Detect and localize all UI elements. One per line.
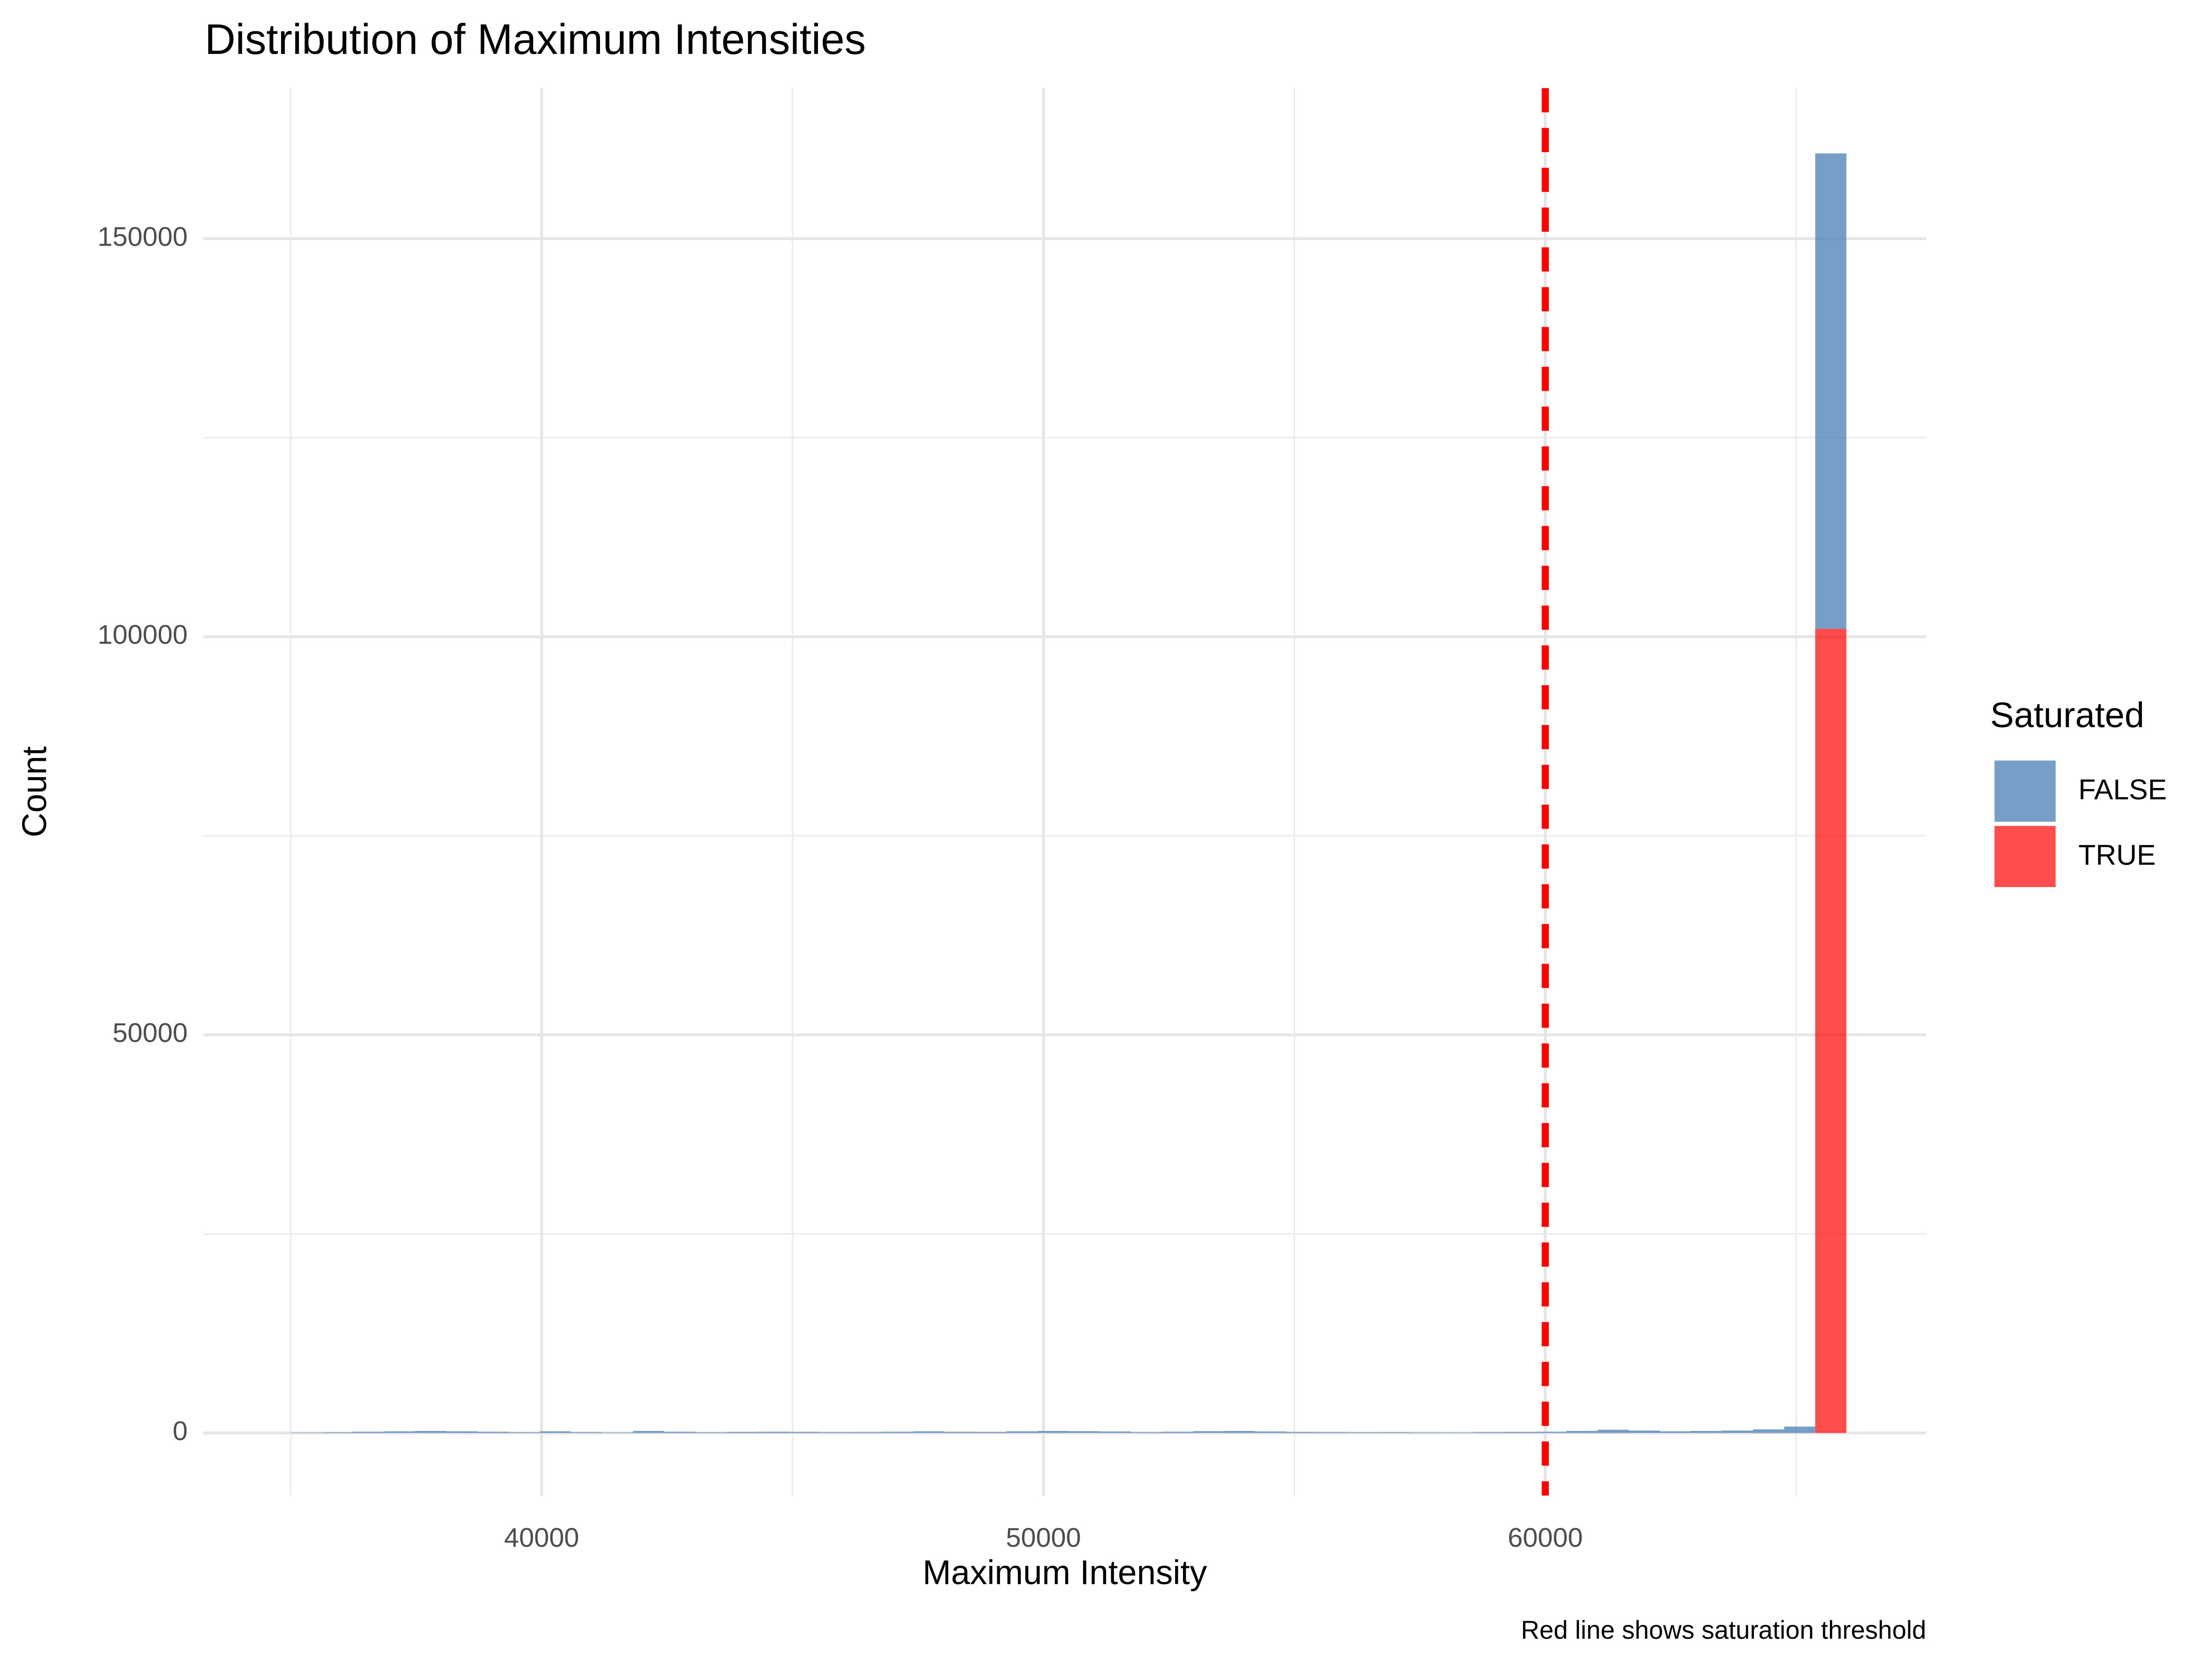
bar <box>944 1432 976 1433</box>
bar <box>1006 1431 1038 1433</box>
bar <box>353 1431 384 1433</box>
bar <box>384 1431 415 1433</box>
bar <box>1566 1431 1598 1433</box>
bar <box>1286 1432 1318 1433</box>
bar <box>1068 1431 1100 1433</box>
bar <box>695 1432 727 1433</box>
bar <box>1317 1432 1349 1433</box>
bar <box>446 1431 477 1433</box>
bar <box>508 1432 540 1433</box>
bar <box>819 1432 851 1433</box>
x-tick-label: 60000 <box>1508 1523 1583 1553</box>
bar <box>1162 1431 1193 1433</box>
bar <box>1753 1429 1784 1433</box>
bar <box>1224 1431 1255 1433</box>
bar <box>1130 1432 1162 1433</box>
y-tick-label: 100000 <box>98 620 188 650</box>
bar <box>1379 1432 1411 1433</box>
bar <box>913 1431 944 1433</box>
bar <box>882 1431 913 1433</box>
bar <box>1628 1430 1660 1433</box>
bar <box>571 1432 602 1433</box>
bar <box>1037 1431 1069 1433</box>
bar <box>1441 1432 1473 1433</box>
bar <box>1535 1431 1566 1433</box>
bar <box>1411 1432 1442 1433</box>
bar <box>757 1431 789 1433</box>
bar <box>539 1431 571 1433</box>
bar <box>1100 1431 1131 1433</box>
legend-title: Saturated <box>1990 695 2144 735</box>
bar <box>1504 1432 1535 1433</box>
chart-title: Distribution of Maximum Intensities <box>205 15 866 63</box>
y-tick-label: 150000 <box>98 222 188 252</box>
bar <box>1255 1431 1287 1433</box>
legend-key <box>1994 760 2056 822</box>
bar <box>1784 1426 1816 1433</box>
bar <box>1815 629 1847 1433</box>
legend-key <box>1994 826 2056 887</box>
bar <box>664 1431 695 1433</box>
bar <box>851 1432 882 1433</box>
legend-label: TRUE <box>2078 839 2156 871</box>
bar <box>1348 1432 1380 1433</box>
bar <box>633 1431 665 1433</box>
x-tick-label: 50000 <box>1006 1523 1081 1553</box>
bar <box>975 1432 1006 1433</box>
bar <box>1722 1430 1753 1433</box>
bar <box>1473 1432 1504 1433</box>
bar <box>1659 1431 1691 1433</box>
bar <box>726 1432 758 1433</box>
y-axis-title: Count <box>15 746 53 837</box>
bar <box>601 1432 633 1433</box>
y-tick-label: 0 <box>173 1416 188 1446</box>
y-tick-label: 50000 <box>112 1018 188 1048</box>
x-axis-title: Maximum Intensity <box>923 1553 1207 1592</box>
bar <box>1597 1430 1629 1433</box>
bar <box>477 1431 509 1433</box>
x-tick-label: 40000 <box>504 1523 579 1553</box>
caption: Red line shows saturation threshold <box>1521 1616 1926 1644</box>
bar <box>1691 1431 1722 1433</box>
legend-label: FALSE <box>2078 774 2167 806</box>
bar <box>1815 153 1847 629</box>
bar <box>1193 1431 1224 1433</box>
bar <box>415 1431 447 1433</box>
bar <box>788 1432 820 1433</box>
bar <box>322 1432 353 1433</box>
